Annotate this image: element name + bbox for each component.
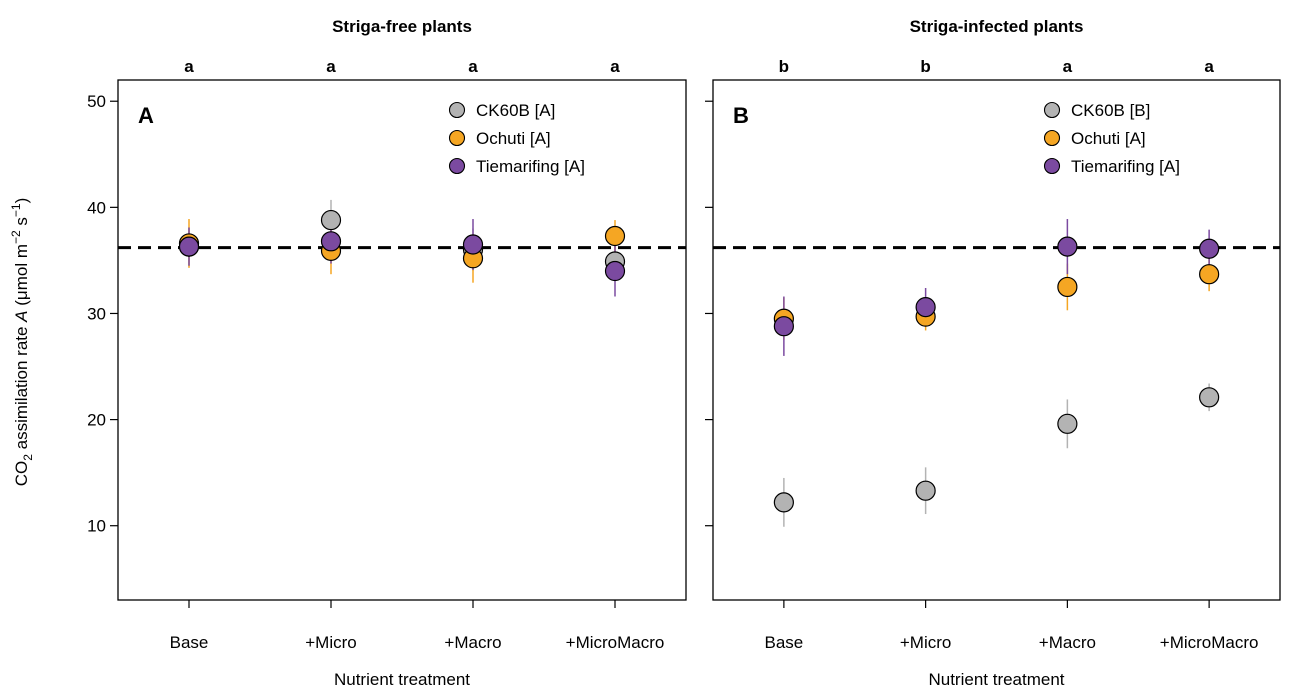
panel-b-x-axis-title: Nutrient treatment <box>928 670 1064 689</box>
panel-b-xtick-label-1: +Micro <box>900 633 951 652</box>
panel-b-sig-letter-2: a <box>1063 57 1073 76</box>
panel-b-xtick-label-3: +MicroMacro <box>1160 633 1259 652</box>
panel-a-point-s2-1 <box>320 231 342 252</box>
panel-b-legend-marker-1 <box>1043 129 1061 147</box>
panel-a-panel-letter: A <box>138 103 154 128</box>
panel-a-xtick-label-2: +Macro <box>444 633 501 652</box>
panel-b-point-s0-3 <box>1199 387 1220 408</box>
panel-a-sig-letter-2: a <box>468 57 478 76</box>
y-axis-title-sub: 2 <box>21 454 35 461</box>
panel-b-legend-label-2: Tiemarifing [A] <box>1071 157 1180 176</box>
panel-b-point-s0-0 <box>773 492 794 513</box>
panel-a-point-s2-2 <box>462 234 484 255</box>
panel-b-xtick-label-0: Base <box>765 633 804 652</box>
panel-a-title: Striga-free plants <box>332 17 472 36</box>
y-axis-title-s: s <box>12 217 31 230</box>
panel-b-point-s2-1 <box>915 297 936 318</box>
y-axis-title: CO2 assimilation rate A (μmol m−2 s−1) <box>9 198 35 487</box>
y-axis-title-co: CO <box>12 461 31 487</box>
panel-a-xtick-label-0: Base <box>170 633 209 652</box>
panel-a-sig-letter-3: a <box>610 57 620 76</box>
y-axis-title-close: ) <box>12 198 31 204</box>
panel-b-legend-marker-2 <box>1043 157 1061 175</box>
panel-b-point-s2-0 <box>773 316 794 337</box>
panel-b-sig-letter-0: b <box>779 57 789 76</box>
panel-a-frame <box>117 79 687 601</box>
panel-a-legend-label-1: Ochuti [A] <box>476 129 551 148</box>
panel-b-panel-letter: B <box>733 103 749 128</box>
panel-b-legend-marker-0 <box>1043 101 1061 119</box>
panel-b-point-s2-3 <box>1199 238 1220 259</box>
panel-a: Striga-free plants a a a a 10 20 30 40 50 Base +Mic… <box>87 17 687 689</box>
panel-b-point-s1-3 <box>1199 264 1220 285</box>
panel-a-point-s0-1 <box>320 209 342 231</box>
panel-a-legend-marker-1 <box>448 129 466 147</box>
panel-b-frame <box>712 79 1281 601</box>
y-axis-title-mid: assimilation rate <box>12 322 31 454</box>
panel-b-sig-letter-3: a <box>1204 57 1214 76</box>
panel-a-legend-marker-2 <box>448 157 466 175</box>
panel-a-ytick-label-40: 40 <box>87 198 106 217</box>
panel-b-point-s2-2 <box>1057 236 1078 257</box>
panel-b-point-s0-2 <box>1057 413 1078 434</box>
panel-a-sig-letter-1: a <box>326 57 336 76</box>
y-axis-title-var: A <box>12 310 31 322</box>
panel-b-legend-label-1: Ochuti [A] <box>1071 129 1146 148</box>
panel-a-legend-marker-0 <box>448 101 466 119</box>
panel-a-ytick-label-10: 10 <box>87 517 106 536</box>
panel-b-sig-letter-1: b <box>920 57 930 76</box>
panel-a-point-s2-3 <box>604 260 626 282</box>
panel-a-point-s1-3 <box>604 225 626 247</box>
panel-a-legend-label-0: CK60B [A] <box>476 101 555 120</box>
panel-a-ytick-label-30: 30 <box>87 304 106 323</box>
y-axis-title-exp1: −2 <box>9 230 23 244</box>
panel-b-point-s0-1 <box>915 480 936 501</box>
panel-a-x-axis-title: Nutrient treatment <box>334 670 470 689</box>
y-axis-title-unit: (μmol m <box>12 244 31 310</box>
panel-a-xtick-label-3: +MicroMacro <box>566 633 665 652</box>
panel-a-legend-label-2: Tiemarifing [A] <box>476 157 585 176</box>
panel-a-ytick-label-20: 20 <box>87 411 106 430</box>
panel-a-sig-letter-0: a <box>184 57 194 76</box>
panel-b-point-s1-2 <box>1057 276 1078 298</box>
y-axis-title-exp2: −1 <box>9 203 23 217</box>
panel-a-xtick-label-1: +Micro <box>305 633 356 652</box>
panel-b: Striga-infected plants b b a a Base +Micro +Mac… <box>705 17 1281 689</box>
panel-a-ytick-label-50: 50 <box>87 92 106 111</box>
panel-a-point-s2-0 <box>178 236 200 257</box>
panel-b-legend-label-0: CK60B [B] <box>1071 101 1150 120</box>
panel-b-xtick-label-2: +Macro <box>1039 633 1096 652</box>
panel-b-title: Striga-infected plants <box>910 17 1084 36</box>
